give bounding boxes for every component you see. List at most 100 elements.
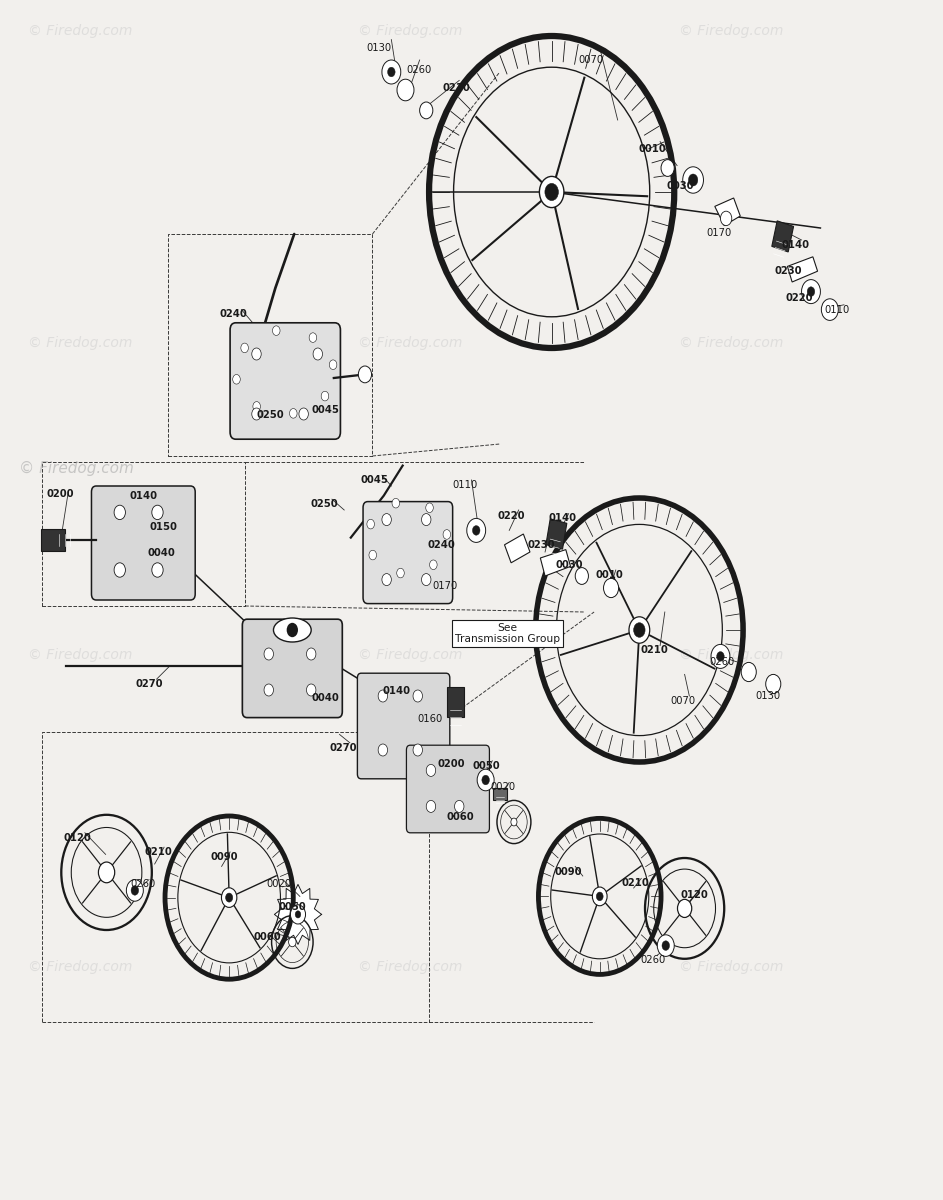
Text: 0210: 0210 [144, 847, 173, 857]
Circle shape [422, 514, 431, 526]
Text: 0240: 0240 [427, 540, 455, 550]
Text: © Firedog.com: © Firedog.com [28, 648, 133, 662]
Text: 0170: 0170 [433, 581, 457, 590]
Circle shape [152, 505, 163, 520]
Text: 0150: 0150 [149, 522, 177, 532]
Circle shape [329, 360, 337, 370]
Ellipse shape [273, 618, 311, 642]
Text: © Firedog.com: © Firedog.com [679, 24, 784, 38]
FancyBboxPatch shape [230, 323, 340, 439]
Polygon shape [540, 550, 571, 576]
Text: 0120: 0120 [680, 890, 708, 900]
Circle shape [264, 684, 273, 696]
Text: 0140: 0140 [382, 686, 410, 696]
Text: 0140: 0140 [548, 514, 576, 523]
Text: 0260: 0260 [710, 658, 735, 667]
Text: 0020: 0020 [490, 782, 515, 792]
Text: 0140: 0140 [782, 240, 810, 250]
Text: © Firedog.com: © Firedog.com [358, 960, 463, 974]
Text: 0070: 0070 [579, 55, 604, 65]
Circle shape [688, 174, 698, 186]
Text: © Firedog.com: © Firedog.com [358, 24, 463, 38]
Circle shape [289, 937, 296, 947]
Text: 0230: 0230 [774, 266, 802, 276]
Circle shape [114, 505, 125, 520]
Circle shape [322, 391, 329, 401]
Circle shape [455, 800, 464, 812]
Circle shape [477, 769, 494, 791]
Circle shape [287, 623, 298, 637]
Circle shape [126, 880, 143, 901]
Text: 0110: 0110 [453, 480, 477, 490]
Text: 0270: 0270 [329, 743, 357, 752]
Text: 0110: 0110 [825, 305, 850, 314]
Text: 0210: 0210 [621, 878, 650, 888]
Circle shape [290, 408, 297, 418]
Circle shape [482, 775, 489, 785]
Circle shape [367, 520, 374, 529]
Circle shape [225, 893, 233, 902]
Circle shape [397, 79, 414, 101]
Circle shape [425, 503, 433, 512]
Circle shape [443, 529, 451, 539]
Text: 0210: 0210 [442, 83, 471, 92]
Circle shape [378, 690, 388, 702]
Circle shape [657, 935, 674, 956]
Text: 0230: 0230 [527, 540, 555, 550]
Circle shape [634, 623, 645, 637]
Text: 0160: 0160 [418, 714, 442, 724]
Circle shape [545, 184, 558, 200]
Circle shape [711, 644, 730, 668]
Circle shape [539, 176, 564, 208]
Circle shape [683, 167, 703, 193]
Circle shape [592, 887, 607, 906]
Circle shape [413, 744, 422, 756]
Circle shape [299, 408, 308, 420]
Text: 0270: 0270 [135, 679, 163, 689]
Circle shape [467, 518, 486, 542]
Circle shape [511, 818, 517, 826]
Text: 0120: 0120 [63, 833, 91, 842]
Circle shape [306, 648, 316, 660]
Text: 0090: 0090 [210, 852, 239, 862]
FancyBboxPatch shape [363, 502, 453, 604]
Polygon shape [447, 686, 464, 718]
Text: 0050: 0050 [472, 761, 501, 770]
Text: 0130: 0130 [367, 43, 391, 53]
Circle shape [358, 366, 372, 383]
Text: 0045: 0045 [360, 475, 389, 485]
Polygon shape [771, 221, 794, 252]
Circle shape [290, 905, 306, 924]
Text: 0210: 0210 [640, 646, 669, 655]
Circle shape [821, 299, 838, 320]
Circle shape [430, 560, 438, 570]
Polygon shape [787, 257, 818, 282]
Text: 0045: 0045 [311, 406, 339, 415]
FancyBboxPatch shape [91, 486, 195, 600]
Text: © Firedog.com: © Firedog.com [679, 336, 784, 350]
Text: © Firedog.com: © Firedog.com [28, 336, 133, 350]
FancyBboxPatch shape [242, 619, 342, 718]
Text: 0200: 0200 [437, 760, 465, 769]
Circle shape [629, 617, 650, 643]
Circle shape [240, 343, 248, 353]
Circle shape [472, 526, 480, 535]
Circle shape [397, 569, 405, 578]
Text: 0220: 0220 [497, 511, 525, 521]
Text: © Firedog.com: © Firedog.com [358, 648, 463, 662]
Text: 0040: 0040 [311, 694, 339, 703]
FancyBboxPatch shape [357, 673, 450, 779]
Text: 0260: 0260 [640, 955, 665, 965]
Text: © Firedog.com: © Firedog.com [679, 960, 784, 974]
Circle shape [273, 326, 280, 336]
Circle shape [295, 911, 301, 918]
Polygon shape [546, 518, 567, 550]
Circle shape [264, 648, 273, 660]
Circle shape [662, 941, 670, 950]
Circle shape [422, 574, 431, 586]
Circle shape [233, 374, 240, 384]
Circle shape [98, 862, 115, 883]
Polygon shape [715, 198, 740, 226]
Circle shape [252, 408, 261, 420]
Circle shape [604, 578, 619, 598]
